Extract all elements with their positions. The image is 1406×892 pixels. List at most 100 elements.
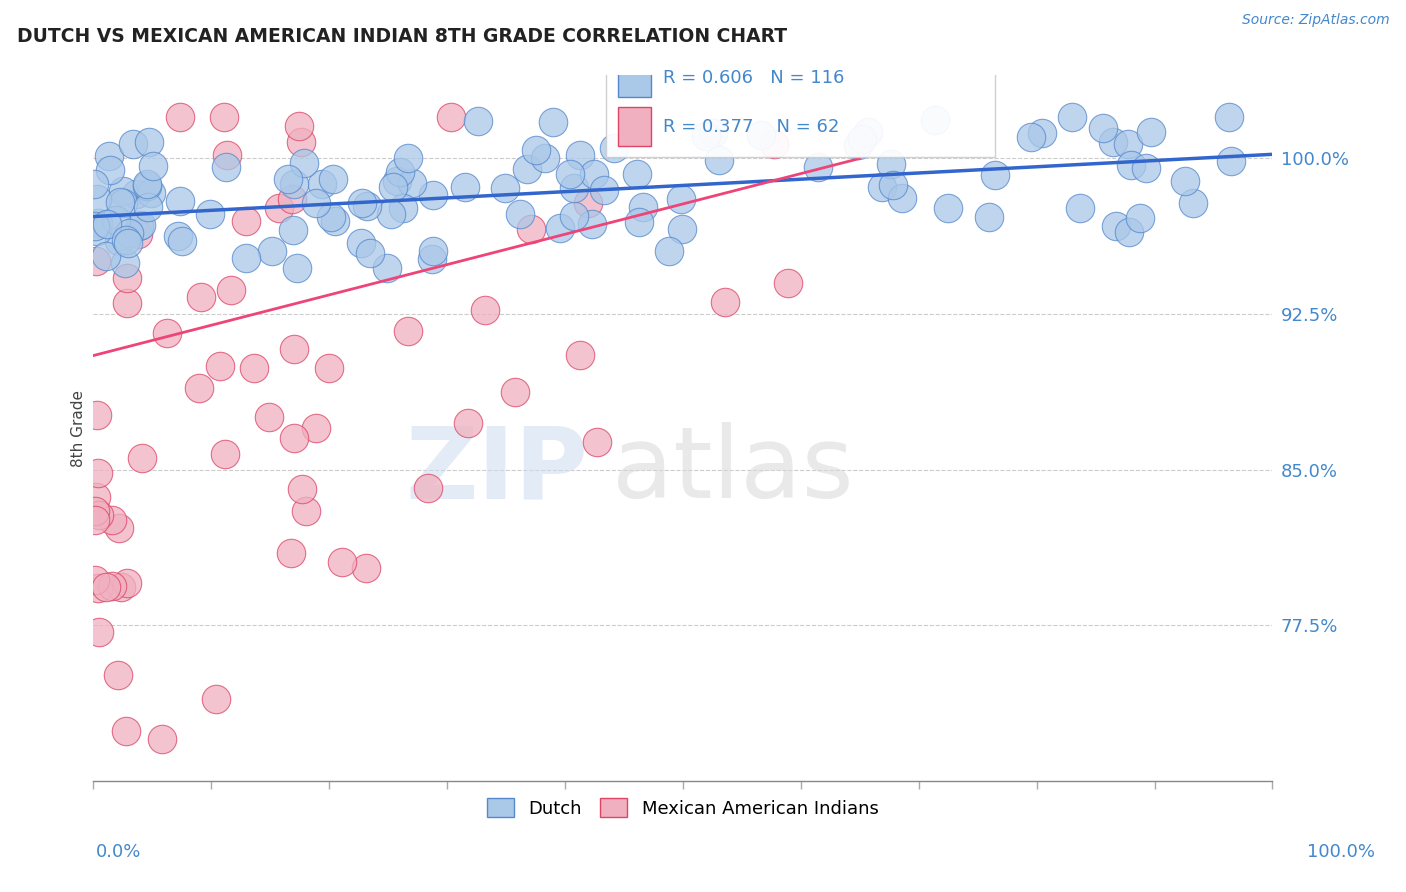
Point <box>98 149 121 163</box>
Point <box>305 196 328 211</box>
Point <box>131 451 153 466</box>
Point <box>281 193 304 207</box>
Point <box>104 213 127 227</box>
Point <box>1181 196 1204 211</box>
Legend: Dutch, Mexican American Indians: Dutch, Mexican American Indians <box>479 791 886 825</box>
Point <box>870 179 893 194</box>
Point <box>235 214 257 228</box>
Y-axis label: 8th Grade: 8th Grade <box>72 390 86 467</box>
Point <box>205 691 228 706</box>
Point <box>851 132 873 146</box>
Point <box>1129 211 1152 225</box>
Point <box>564 181 586 195</box>
Point <box>586 435 609 450</box>
Point <box>763 136 786 151</box>
Text: 100.0%: 100.0% <box>1308 843 1375 861</box>
Point <box>87 466 110 480</box>
Point <box>319 211 342 225</box>
Point <box>352 196 374 211</box>
Point <box>439 110 461 124</box>
Point <box>86 216 108 230</box>
Point <box>1019 130 1042 145</box>
Point <box>603 141 626 155</box>
Point <box>101 579 124 593</box>
Point <box>658 244 681 259</box>
Text: atlas: atlas <box>612 422 853 519</box>
Point <box>291 483 314 497</box>
Point <box>882 178 904 192</box>
Point <box>111 195 134 210</box>
Point <box>311 178 333 192</box>
Point <box>208 359 231 373</box>
Point <box>516 162 538 177</box>
Text: DUTCH VS MEXICAN AMERICAN INDIAN 8TH GRADE CORRELATION CHART: DUTCH VS MEXICAN AMERICAN INDIAN 8TH GRA… <box>17 27 787 45</box>
Point <box>856 124 879 138</box>
Point <box>170 234 193 248</box>
Point <box>87 508 110 522</box>
Point <box>235 251 257 265</box>
Point <box>936 201 959 215</box>
Point <box>524 144 547 158</box>
Point <box>548 220 571 235</box>
FancyBboxPatch shape <box>606 62 995 157</box>
Point <box>94 581 117 595</box>
Point <box>422 244 444 258</box>
Point <box>128 219 150 233</box>
Point <box>380 207 402 221</box>
Point <box>1118 137 1140 152</box>
Point <box>98 163 121 178</box>
Point <box>290 135 312 149</box>
Point <box>110 580 132 594</box>
Point <box>1092 120 1115 135</box>
Point <box>924 113 946 128</box>
Point <box>262 244 284 258</box>
Point <box>283 178 305 192</box>
Point <box>627 214 650 228</box>
Point <box>292 156 315 170</box>
Point <box>1135 161 1157 176</box>
Point <box>1218 110 1240 124</box>
Point <box>114 255 136 269</box>
Point <box>1102 135 1125 149</box>
Point <box>167 229 190 244</box>
Point <box>568 148 591 162</box>
Point <box>283 431 305 445</box>
Point <box>509 207 531 221</box>
Point <box>356 199 378 213</box>
Point <box>84 504 107 518</box>
Point <box>422 188 444 202</box>
Point <box>558 167 581 181</box>
Point <box>129 218 152 232</box>
Point <box>582 167 605 181</box>
FancyBboxPatch shape <box>619 58 651 96</box>
Point <box>117 226 139 240</box>
Point <box>984 168 1007 182</box>
Point <box>375 260 398 275</box>
Point <box>156 326 179 340</box>
Point <box>125 187 148 202</box>
Point <box>382 180 405 194</box>
Point <box>94 249 117 263</box>
Text: Source: ZipAtlas.com: Source: ZipAtlas.com <box>1241 13 1389 28</box>
Point <box>979 210 1001 224</box>
FancyBboxPatch shape <box>619 107 651 146</box>
Point <box>139 186 162 200</box>
Point <box>457 416 479 430</box>
Point <box>848 138 870 153</box>
Point <box>136 200 159 214</box>
Point <box>396 324 419 338</box>
Point <box>86 491 108 505</box>
Point <box>127 227 149 241</box>
Text: 0.0%: 0.0% <box>96 843 141 861</box>
Point <box>385 174 408 188</box>
Text: ZIP: ZIP <box>405 422 589 519</box>
Point <box>1031 126 1053 140</box>
Point <box>533 151 555 165</box>
Point <box>108 195 131 210</box>
Point <box>243 360 266 375</box>
Point <box>257 410 280 425</box>
Point <box>1062 110 1084 124</box>
Point <box>138 135 160 149</box>
Point <box>593 183 616 197</box>
Point <box>695 129 717 144</box>
